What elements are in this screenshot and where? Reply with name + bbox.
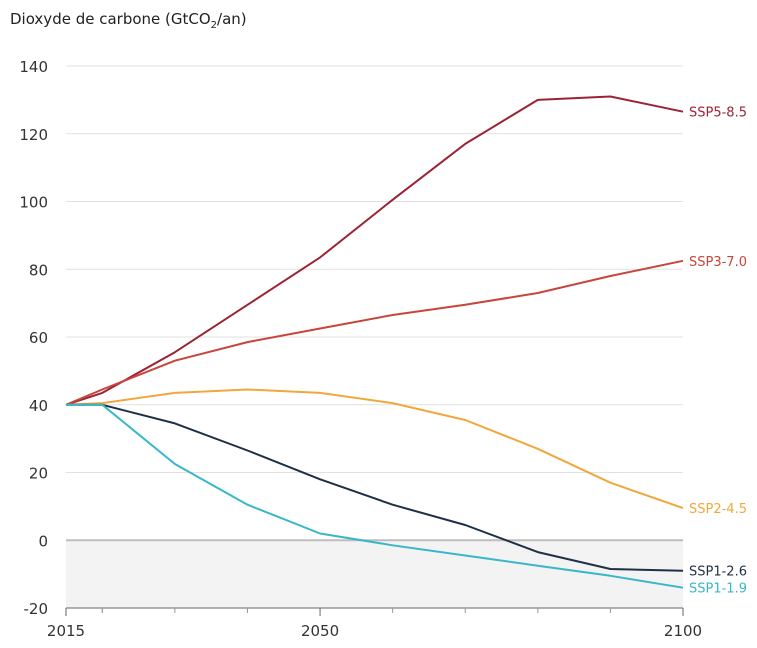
y-tick-label: 40 (29, 397, 48, 415)
y-tick-label: 120 (19, 126, 48, 144)
chart-title-tail: /an) (217, 10, 247, 28)
series-line-ssp1-2-6 (66, 403, 684, 572)
series-line-ssp1-1-9 (66, 403, 684, 589)
x-tick-label: 2100 (664, 622, 702, 640)
x-tick-label: 2050 (301, 622, 339, 640)
series-label-ssp3-7-0: SSP3-7.0 (689, 255, 747, 270)
y-tick-label: -20 (24, 600, 49, 618)
series-line-ssp3-7-0 (65, 259, 684, 406)
series-line-ssp5-8-5 (65, 95, 684, 406)
y-tick-label: 60 (29, 329, 48, 347)
y-tick-label: 140 (19, 58, 48, 76)
x-tick-label: 2015 (47, 622, 85, 640)
chart-title: Dioxyde de carbone (GtCO2/an) (10, 10, 247, 31)
series-label-ssp1-2-6: SSP1-2.6 (689, 565, 747, 580)
series-label-ssp2-4-5: SSP2-4.5 (689, 502, 747, 517)
negative-region (66, 540, 683, 608)
series-label-ssp1-1-9: SSP1-1.9 (689, 582, 747, 597)
y-tick-label: 100 (19, 194, 48, 212)
chart-title-main: Dioxyde de carbone (GtCO (10, 10, 211, 28)
series-line-ssp2-4-5 (65, 388, 684, 510)
series-label-ssp5-8-5: SSP5-8.5 (689, 106, 747, 121)
y-tick-label: 80 (29, 261, 48, 279)
y-tick-label: 0 (38, 532, 48, 550)
y-tick-label: 20 (29, 465, 48, 483)
chart-title-subscript: 2 (210, 20, 218, 31)
